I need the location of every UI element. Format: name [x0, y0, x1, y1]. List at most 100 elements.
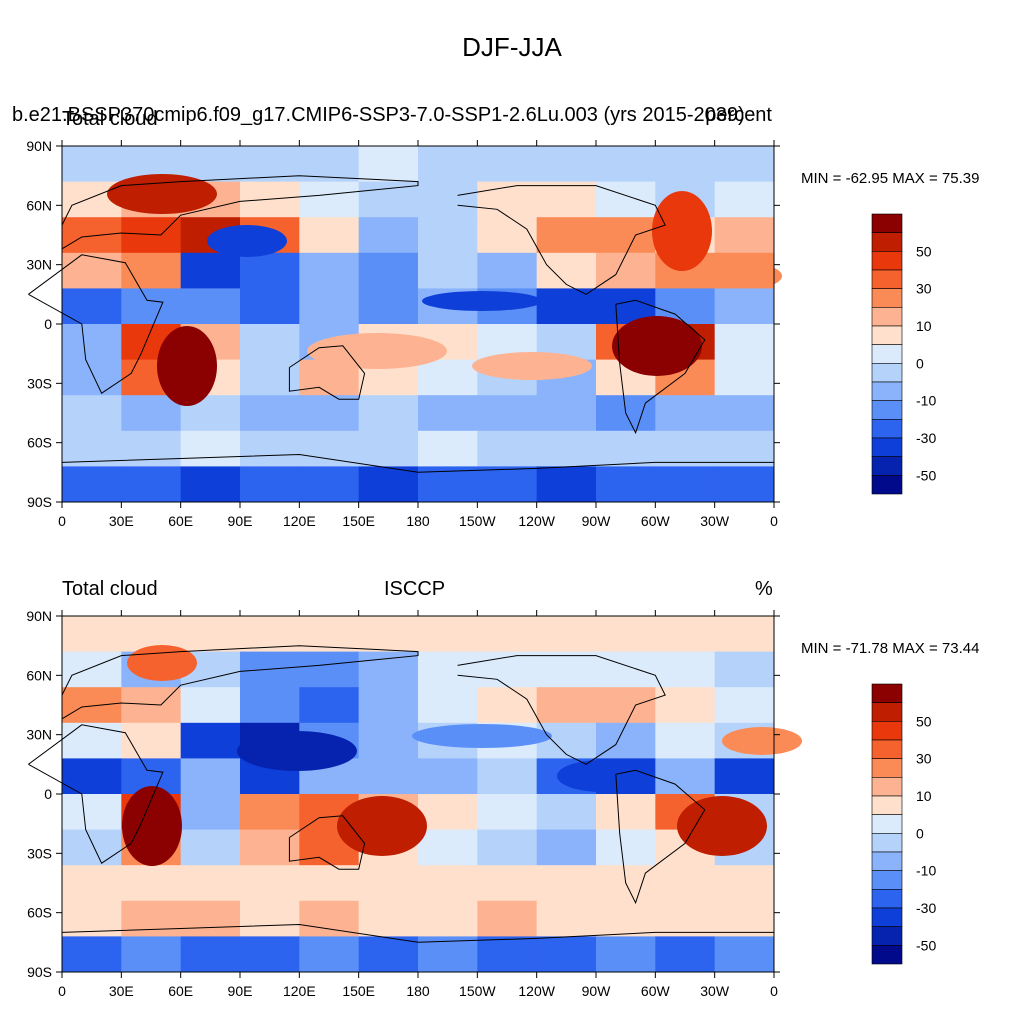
field-cell [358, 687, 419, 724]
field-cell [536, 181, 597, 218]
field-cell [240, 466, 300, 503]
colorbar-label: -50 [916, 937, 936, 953]
field-cell [536, 758, 597, 795]
field-cell [477, 324, 538, 361]
bottom-stats: MIN = -71.78 MAX = 73.44 [801, 640, 980, 657]
colorbar-label: 0 [916, 825, 924, 841]
colorbar-label: -50 [916, 467, 936, 483]
field-cell [299, 181, 360, 218]
field-cell [477, 252, 538, 289]
lon-tick-label: 150W [459, 983, 496, 999]
field-cell [240, 288, 300, 325]
field-cell [358, 829, 419, 866]
field-blob [557, 760, 647, 792]
field-cell [358, 794, 419, 831]
field-cell [180, 616, 241, 653]
field-cell [180, 324, 241, 361]
field-cell [477, 146, 538, 183]
field-cell [121, 288, 182, 325]
field-cell [121, 616, 182, 653]
field-cell [477, 936, 538, 973]
field-cell [121, 146, 182, 183]
field-cell [655, 181, 716, 218]
field-blob [722, 264, 782, 288]
field-cell [180, 430, 241, 467]
lon-tick-label: 90W [582, 513, 612, 529]
colorbar-label: -10 [916, 863, 936, 879]
field-cell [240, 430, 300, 467]
field-cell [180, 865, 241, 902]
coastlines [28, 175, 774, 473]
colorbar-swatch [871, 288, 903, 308]
coastline [288, 815, 366, 870]
field-cell [714, 829, 775, 866]
field-cell [62, 359, 122, 396]
field-cell [180, 687, 241, 724]
field-cell [358, 651, 419, 688]
colorbar-1: 50 30 10 0 -10 -30 -50 [871, 683, 936, 965]
field-cell [536, 395, 597, 432]
field-cell [477, 181, 538, 218]
colorbar-label: 50 [916, 243, 932, 259]
lat-tick-label: 90N [26, 138, 52, 154]
coastline [288, 345, 366, 400]
field-cell [477, 466, 538, 503]
field-cell [596, 359, 656, 396]
field-blob [107, 174, 217, 214]
lon-tick-label: 0 [58, 513, 66, 529]
field-cell [418, 324, 478, 361]
colorbar-swatch [871, 702, 903, 722]
colorbar-swatch [871, 777, 903, 797]
lon-tick-label: 150E [342, 513, 375, 529]
field-cell [358, 616, 419, 653]
field-cell [536, 865, 597, 902]
field-cell [418, 395, 478, 432]
field-cell [536, 288, 597, 325]
field-cell [121, 324, 182, 361]
field-cell [358, 181, 419, 218]
field-cell [62, 395, 122, 432]
field-cell [418, 900, 478, 937]
lon-tick-label: 90W [582, 983, 612, 999]
field-cell [655, 288, 716, 325]
field-cell [655, 687, 716, 724]
field-blob [337, 796, 427, 856]
field-cell [240, 865, 300, 902]
colorbar-swatch [871, 251, 903, 271]
field-cell [299, 252, 360, 289]
colorbar-label: -30 [916, 430, 936, 446]
colorbar-swatch [871, 381, 903, 401]
colorbar-label: -10 [916, 393, 936, 409]
field-cell [62, 252, 122, 289]
lon-tick-label: 60E [168, 513, 193, 529]
field-cell [418, 865, 478, 902]
field-cell [536, 936, 597, 973]
colorbar-label: 50 [916, 713, 932, 729]
field-cell [240, 722, 300, 759]
field-cell [418, 217, 478, 254]
field-blob [237, 731, 357, 771]
field-cell [477, 359, 538, 396]
lon-tick-label: 60W [641, 513, 671, 529]
lon-tick-label: 120W [518, 513, 555, 529]
field-cell [62, 288, 122, 325]
field-cell [240, 252, 300, 289]
field-cell [714, 722, 775, 759]
field-cell [714, 252, 775, 289]
lat-tick-label: 60S [27, 435, 52, 451]
lon-tick-label: 60W [641, 983, 671, 999]
bottom-right-title: % [755, 578, 773, 600]
field-cell [240, 324, 300, 361]
field-cell [477, 758, 538, 795]
field-cell [596, 466, 656, 503]
field-cell [121, 651, 182, 688]
field-cell [596, 146, 656, 183]
field-cell [62, 687, 122, 724]
field-cell [358, 252, 419, 289]
field-cell [655, 324, 716, 361]
map-panel-0: 0 30E 60E 90E 120E 150E 180 150W 120W 90W 60W 30W 09… [26, 138, 782, 529]
colorbar-swatch [871, 683, 903, 703]
field-cell [655, 936, 716, 973]
field-cell [655, 217, 716, 254]
lat-tick-label: 30S [27, 375, 52, 391]
